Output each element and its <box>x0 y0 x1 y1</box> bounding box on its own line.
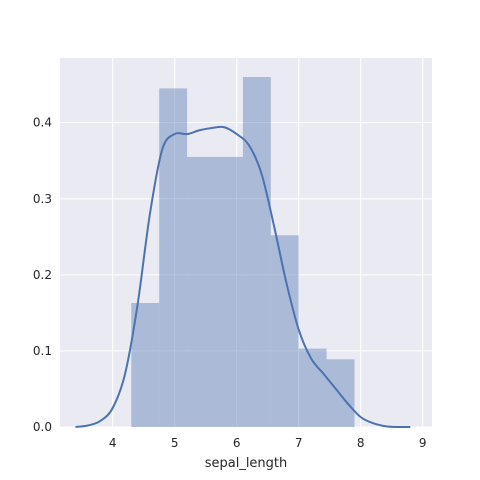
histogram-bar <box>187 156 215 427</box>
y-tick-label: 0.1 <box>33 344 52 358</box>
histogram-bar <box>215 156 243 427</box>
histogram-bar <box>270 235 299 427</box>
x-tick-label: 4 <box>109 436 117 450</box>
histogram-bar <box>131 302 160 427</box>
y-tick-label: 0.4 <box>33 116 52 130</box>
x-tick-label: 7 <box>295 436 303 450</box>
y-tick-label: 0.0 <box>33 420 52 434</box>
y-tick-label: 0.3 <box>33 192 52 206</box>
x-tick-label: 5 <box>171 436 179 450</box>
x-tick-label: 6 <box>233 436 241 450</box>
kde-curve <box>75 125 411 429</box>
x-tick-label: 8 <box>357 436 365 450</box>
x-tick-label: 9 <box>419 436 427 450</box>
histogram-bar <box>159 88 188 428</box>
histogram-bar <box>326 359 355 427</box>
plot-area-background <box>60 58 432 427</box>
y-tick-label: 0.2 <box>33 268 52 282</box>
x-axis-label: sepal_length <box>205 456 288 471</box>
histogram-bar <box>242 77 271 427</box>
